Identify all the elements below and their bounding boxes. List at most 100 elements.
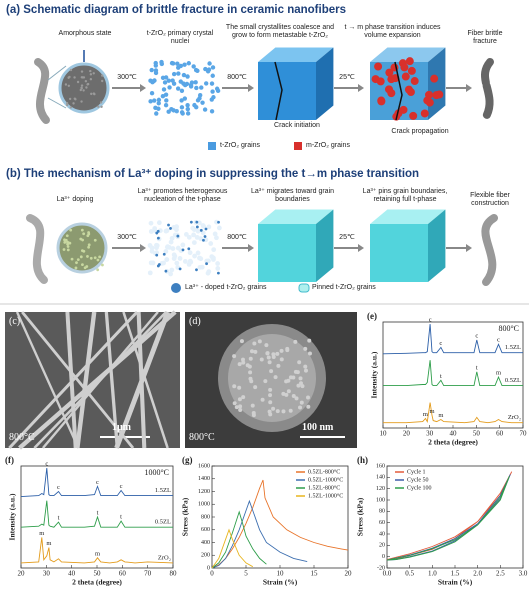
grain <box>300 384 305 389</box>
grain <box>80 228 84 232</box>
series-line <box>20 500 173 528</box>
grain <box>191 227 197 233</box>
grain <box>89 256 93 260</box>
grain <box>169 106 174 112</box>
legend-label: 0.5ZL-800°C <box>308 468 340 475</box>
grain <box>194 85 199 91</box>
x-tick-label: 80 <box>170 570 178 578</box>
grain <box>176 234 180 238</box>
y-tick-label: 60 <box>379 520 385 526</box>
grain <box>178 79 183 84</box>
grain <box>268 393 273 398</box>
grain <box>275 351 280 356</box>
series-line <box>20 537 174 564</box>
callout: Crack propagation <box>391 128 449 135</box>
grain <box>241 357 246 362</box>
grain <box>285 346 290 351</box>
y-tick-label: 1000 <box>198 502 210 508</box>
grain <box>191 240 197 246</box>
y-tick-label: 80 <box>379 509 385 515</box>
grain <box>197 264 203 270</box>
grain <box>69 228 73 232</box>
image-temperature: 800°C <box>189 432 215 443</box>
grain <box>293 339 298 344</box>
grain <box>85 86 88 89</box>
chart-annotation: 1000°C <box>144 468 169 477</box>
peak-label: c <box>497 337 500 344</box>
grain <box>150 80 155 85</box>
grain <box>268 412 273 417</box>
legend-label: 1.5ZL-800°C <box>308 484 340 491</box>
y-tick-label: 800 <box>201 514 210 520</box>
grain <box>239 339 244 344</box>
connector <box>47 65 67 81</box>
grain <box>159 59 164 65</box>
grain <box>385 68 394 77</box>
peak-label: m <box>46 540 51 547</box>
grain <box>420 109 429 118</box>
series-label: ZrO₂ <box>158 554 171 561</box>
peak-label: c <box>45 461 48 468</box>
series-label: 1.5ZL <box>505 344 521 351</box>
grain <box>181 72 187 78</box>
grain <box>152 226 158 231</box>
connector <box>47 97 67 109</box>
grain <box>210 65 216 70</box>
grain <box>156 236 160 240</box>
y-tick-label: 400 <box>201 540 210 546</box>
grain <box>170 246 176 251</box>
series-line <box>386 476 510 561</box>
sem-fiber <box>8 310 139 450</box>
grain <box>267 360 272 365</box>
grain <box>174 108 179 114</box>
grain <box>207 61 212 66</box>
x-tick-label: 40 <box>68 570 76 578</box>
grain <box>210 89 215 94</box>
grain <box>148 99 153 104</box>
grain <box>164 269 168 273</box>
grain <box>81 249 84 253</box>
grain <box>214 86 220 91</box>
grain <box>253 349 258 354</box>
y-axis-label: Intensity (a.u.) <box>370 351 379 398</box>
grain <box>81 263 84 267</box>
grain <box>185 106 190 112</box>
grain <box>66 248 70 252</box>
grain <box>181 248 185 252</box>
grain <box>269 369 274 374</box>
temperature: 25℃ <box>339 234 355 241</box>
grain <box>171 71 177 77</box>
legend-icon <box>298 283 310 293</box>
grain <box>80 84 84 87</box>
grain <box>164 228 170 234</box>
grain <box>296 383 301 388</box>
grain <box>297 360 302 365</box>
legend-label: m-ZrO₂ grains <box>306 142 350 149</box>
grain <box>286 389 291 394</box>
x-tick-label: 0.5 <box>405 570 414 578</box>
grain <box>249 349 254 354</box>
grain <box>281 391 286 396</box>
sem-fiber <box>75 311 97 449</box>
grain <box>307 338 312 343</box>
grain <box>206 258 211 264</box>
series-line <box>211 528 254 569</box>
grain <box>154 245 159 251</box>
grain <box>268 387 273 392</box>
grain <box>204 227 208 231</box>
grain <box>179 98 184 103</box>
series-line <box>386 474 511 561</box>
stage-label: La³⁺ migrates toward grain boundaries <box>250 188 335 203</box>
grain <box>234 405 239 410</box>
grain <box>210 73 215 78</box>
grain <box>241 395 246 400</box>
stage-label: La³⁺ doping <box>56 196 94 203</box>
grain <box>156 220 162 226</box>
arrow-head <box>466 84 472 92</box>
legend-label: 1.5ZL-1000°C <box>308 492 343 499</box>
grain <box>263 379 268 384</box>
grain <box>99 101 103 104</box>
grain <box>93 238 97 242</box>
grain <box>377 96 386 105</box>
grain <box>156 97 162 103</box>
